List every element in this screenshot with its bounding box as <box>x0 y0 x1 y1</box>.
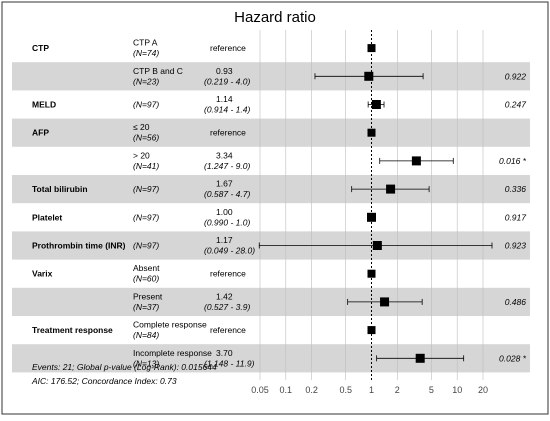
n-label: (N=60) <box>133 274 159 284</box>
p-value: 0.923 <box>505 241 527 251</box>
hr-point <box>380 297 390 307</box>
footer-events: Events: 21; Global p-value (Log-Rank): 0… <box>32 362 217 372</box>
footer-aic: AIC: 176.52; Concordance Index: 0.73 <box>31 376 177 386</box>
n-label: (N=97) <box>133 184 159 194</box>
x-tick-label: 5 <box>429 385 434 395</box>
level-label: CTP A <box>133 38 158 48</box>
hr-point <box>411 156 421 166</box>
ci-value: (0.219 - 4.0) <box>204 76 250 86</box>
hr-point <box>367 212 376 222</box>
level-label: Present <box>133 291 163 301</box>
n-label: (N=41) <box>133 161 159 171</box>
hr-point <box>372 241 382 250</box>
chart-title: Hazard ratio <box>234 9 316 26</box>
reference-label: reference <box>210 325 246 335</box>
variable-label: Treatment response <box>32 325 113 335</box>
row-band <box>12 287 530 316</box>
level-label: CTP B and C <box>133 66 183 76</box>
hr-point <box>415 353 425 363</box>
ci-value: (0.990 - 1.0) <box>204 217 250 227</box>
hr-value: 1.67 <box>216 179 233 189</box>
hr-point <box>364 71 374 81</box>
p-value: 0.486 <box>505 297 527 307</box>
x-tick-label: 10 <box>452 385 462 395</box>
level-label: Absent <box>133 263 160 273</box>
p-value: 0.917 <box>505 212 527 222</box>
variable-label: MELD <box>32 100 56 110</box>
hr-value: 3.34 <box>216 150 233 160</box>
n-label: (N=84) <box>133 330 159 340</box>
n-label: (N=97) <box>133 100 159 110</box>
variable-label: AFP <box>32 128 49 138</box>
hr-point <box>367 326 376 335</box>
variable-label: Total bilirubin <box>32 184 88 194</box>
ci-value: (0.587 - 4.7) <box>204 189 250 199</box>
p-value: 0.016 * <box>499 156 527 166</box>
hr-point <box>386 184 396 194</box>
variable-label: Prothrombin time (INR) <box>32 241 126 251</box>
p-value: 0.247 <box>505 100 527 110</box>
level-label: Complete response <box>133 320 207 330</box>
hr-value: 3.70 <box>216 348 233 358</box>
p-value: 0.336 <box>505 184 527 194</box>
hr-point <box>371 100 381 109</box>
ci-value: (1.148 - 11.9) <box>204 358 255 368</box>
hr-point <box>367 44 376 53</box>
ci-value: (0.527 - 3.9) <box>204 302 250 312</box>
x-tick-label: 0.05 <box>251 385 269 395</box>
hr-value: 1.14 <box>216 94 233 104</box>
variable-label: Platelet <box>32 212 62 222</box>
level-label: ≤ 20 <box>133 122 150 132</box>
variable-label: CTP <box>32 43 49 53</box>
rows: CTP CTP A(N=74) reference CTP B and C(N=23)… <box>32 38 527 369</box>
ci-value: (0.914 - 1.4) <box>204 105 250 115</box>
x-tick-label: 0.5 <box>339 385 352 395</box>
reference-label: reference <box>210 269 246 279</box>
x-tick-label: 0.1 <box>280 385 293 395</box>
ci-value: (1.247 - 9.0) <box>204 161 250 171</box>
n-label: (N=37) <box>133 302 159 312</box>
hr-value: 1.17 <box>216 235 233 245</box>
x-tick-label: 0.2 <box>305 385 318 395</box>
hr-value: 1.42 <box>216 291 233 301</box>
grid-lines <box>259 30 484 380</box>
x-tick-label: 2 <box>395 385 400 395</box>
n-label: (N=56) <box>133 133 159 143</box>
row-band <box>12 175 530 204</box>
row-band <box>12 62 530 91</box>
n-label: (N=74) <box>133 48 159 58</box>
n-label: (N=23) <box>133 76 159 86</box>
reference-label: reference <box>210 43 246 53</box>
hr-value: 1.00 <box>216 207 233 217</box>
ci-value: (0.049 - 28.0) <box>204 246 255 256</box>
p-value: 0.028 * <box>499 353 527 363</box>
row-band <box>12 118 530 147</box>
p-value: 0.922 <box>505 71 527 81</box>
hr-point <box>367 128 376 137</box>
reference-label: reference <box>210 128 246 138</box>
level-label: > 20 <box>133 150 150 160</box>
n-label: (N=13) <box>133 358 159 368</box>
n-label: (N=97) <box>133 212 159 222</box>
x-tick-label: 20 <box>478 385 488 395</box>
n-label: (N=97) <box>133 241 159 251</box>
x-axis-ticks: 0.05 0.1 0.2 0.5 1 2 5 10 20 <box>251 385 488 395</box>
hr-point <box>367 269 376 278</box>
hr-value: 0.93 <box>216 66 233 76</box>
variable-label: Varix <box>32 269 53 279</box>
level-label: Incomplete response <box>133 348 212 358</box>
x-tick-label: 1 <box>369 385 374 395</box>
